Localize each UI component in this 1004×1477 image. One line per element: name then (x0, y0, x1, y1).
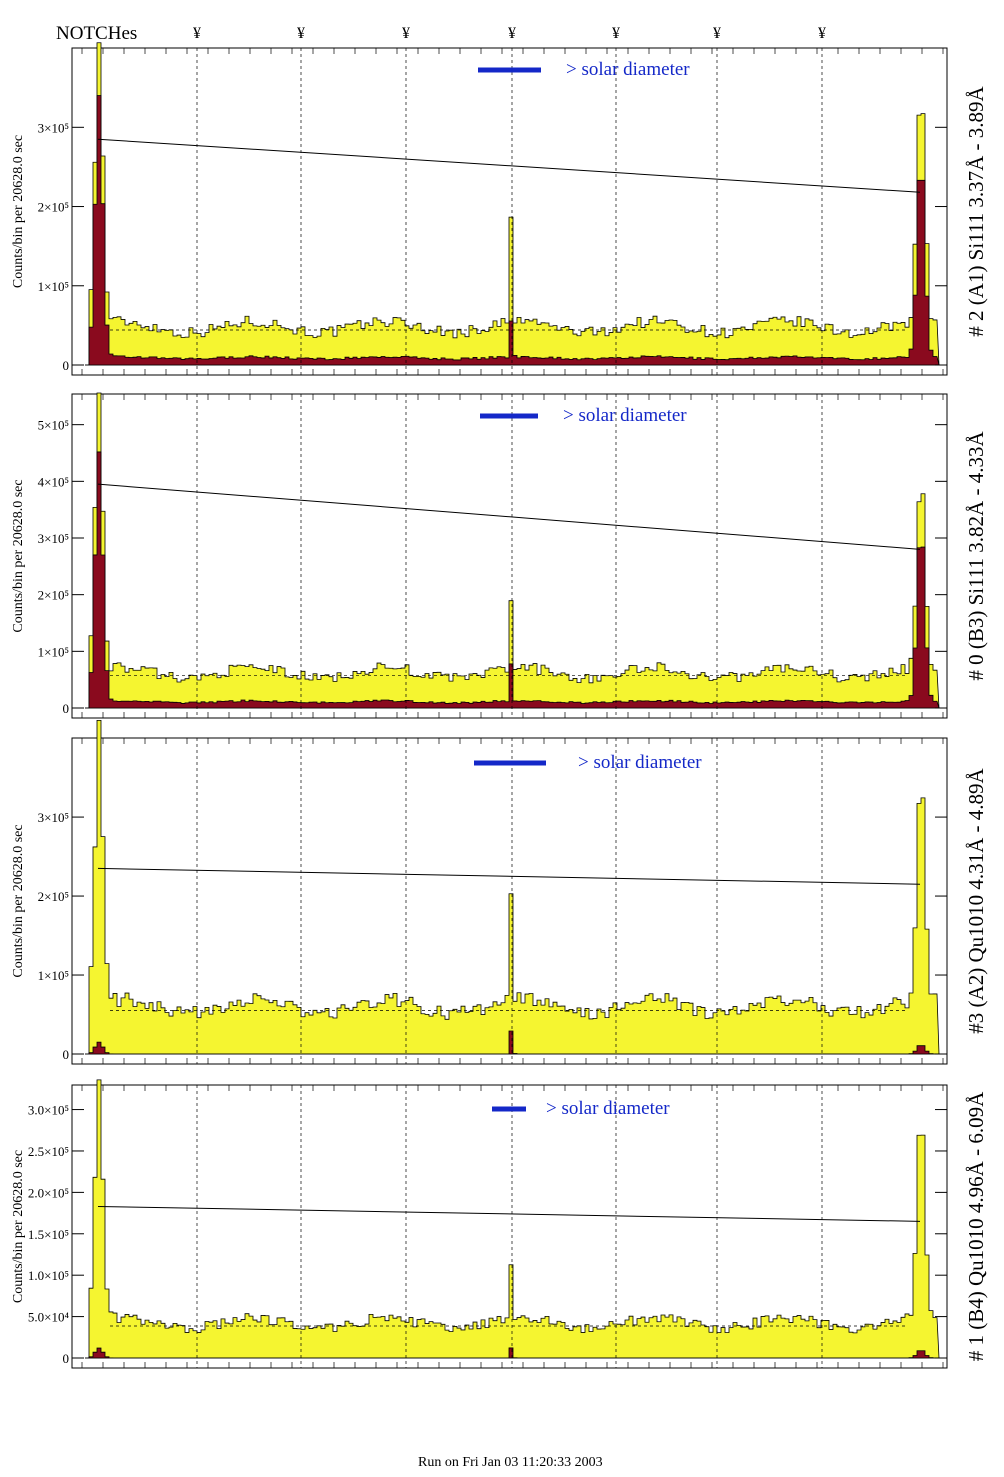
trend-line (97, 867, 921, 885)
histogram-solar (85, 451, 940, 709)
y-tick-label: 3.0×10⁵ (28, 1103, 69, 1118)
y-axis-label: Counts/bin per 20628.0 sec (11, 824, 26, 977)
histogram-solar (85, 95, 940, 366)
plot-frame (71, 47, 948, 376)
plot-frame (71, 737, 948, 1065)
histogram-solar (85, 1030, 940, 1055)
y-tick-label: 1×10⁵ (38, 279, 69, 294)
panel-title: #3 (A2) Qu1010 4.31Å - 4.89Å (964, 767, 988, 1033)
histogram-total (85, 719, 940, 1055)
notch-mark: ¥ (713, 25, 721, 42)
y-tick-label: 3×10⁵ (38, 531, 69, 546)
notch-mark: ¥ (818, 25, 826, 42)
notches-title: NOTCHes (56, 23, 137, 44)
y-tick-label: 0 (63, 1047, 70, 1062)
chart-panel-1: 0 1×10⁵ 2×10⁵ 3×10⁵ 4×10⁵ 5×10⁵ Counts/bin per… (11, 392, 988, 719)
panel-title: # 1 (B4) Qu1010 4.96Å - 6.09Å (964, 1091, 988, 1361)
legend-label: > solar diameter (566, 59, 690, 80)
histogram-total (85, 392, 940, 709)
chart-panel-2: 0 1×10⁵ 2×10⁵ 3×10⁵ Counts/bin per 20628.0 s… (11, 719, 988, 1065)
trend-line (97, 483, 921, 550)
y-tick-label: 1.5×10⁵ (28, 1227, 69, 1242)
notch-mark: ¥ (297, 25, 305, 42)
trend-line (97, 1205, 921, 1222)
chart-panels: 0 1×10⁵ 2×10⁵ 3×10⁵ Counts/bin per 20628.0 s… (11, 42, 988, 1369)
y-tick-label: 2×10⁵ (38, 889, 69, 904)
notch-mark: ¥ (612, 25, 620, 42)
plot-frame (71, 1084, 948, 1369)
histogram-solar (85, 1347, 940, 1359)
chart-panel-3: 0 5.0×10⁴ 1.0×10⁵ 1.5×10⁵ 2.0×10⁵ 2.5×10⁵ 3.0×… (11, 1079, 988, 1369)
y-tick-label: 3×10⁵ (38, 810, 69, 825)
trend-line (97, 138, 921, 193)
legend-label: > solar diameter (578, 752, 702, 773)
legend-label: > solar diameter (563, 405, 687, 426)
y-axis-label: Counts/bin per 20628.0 sec (11, 135, 26, 288)
notch-mark: ¥ (508, 25, 516, 42)
run-date-footer: Run on Fri Jan 03 11:20:33 2003 (418, 1455, 603, 1470)
notch-mark: ¥ (193, 25, 201, 42)
y-tick-label: 3×10⁵ (38, 120, 69, 135)
chart-panel-0: 0 1×10⁵ 2×10⁵ 3×10⁵ Counts/bin per 20628.0 s… (11, 42, 988, 376)
y-axis-label: Counts/bin per 20628.0 sec (11, 479, 26, 632)
plot-frame (71, 393, 948, 719)
y-tick-label: 0 (63, 1351, 70, 1366)
y-tick-label: 5×10⁵ (38, 418, 69, 433)
notch-mark: ¥ (402, 25, 410, 42)
panel-title: # 0 (B3) Si111 3.82Å - 4.33Å (964, 431, 988, 681)
y-tick-label: 1.0×10⁵ (28, 1268, 69, 1283)
y-tick-label: 0 (63, 358, 70, 373)
y-tick-label: 5.0×10⁴ (28, 1310, 70, 1325)
y-tick-label: 1×10⁵ (38, 644, 69, 659)
panel-title: # 2 (A1) Si111 3.37Å - 3.89Å (964, 85, 988, 336)
y-tick-label: 4×10⁵ (38, 474, 69, 489)
y-tick-label: 1×10⁵ (38, 968, 69, 983)
y-tick-label: 2.0×10⁵ (28, 1185, 69, 1200)
y-tick-label: 2×10⁵ (38, 588, 69, 603)
notch-markers: ¥ ¥ ¥ ¥ ¥ ¥ ¥ (193, 25, 826, 42)
y-tick-label: 2.5×10⁵ (28, 1144, 69, 1159)
y-tick-label: 2×10⁵ (38, 200, 69, 215)
legend-label: > solar diameter (546, 1098, 670, 1119)
y-axis-label: Counts/bin per 20628.0 sec (11, 1150, 26, 1303)
y-tick-label: 0 (63, 701, 70, 716)
